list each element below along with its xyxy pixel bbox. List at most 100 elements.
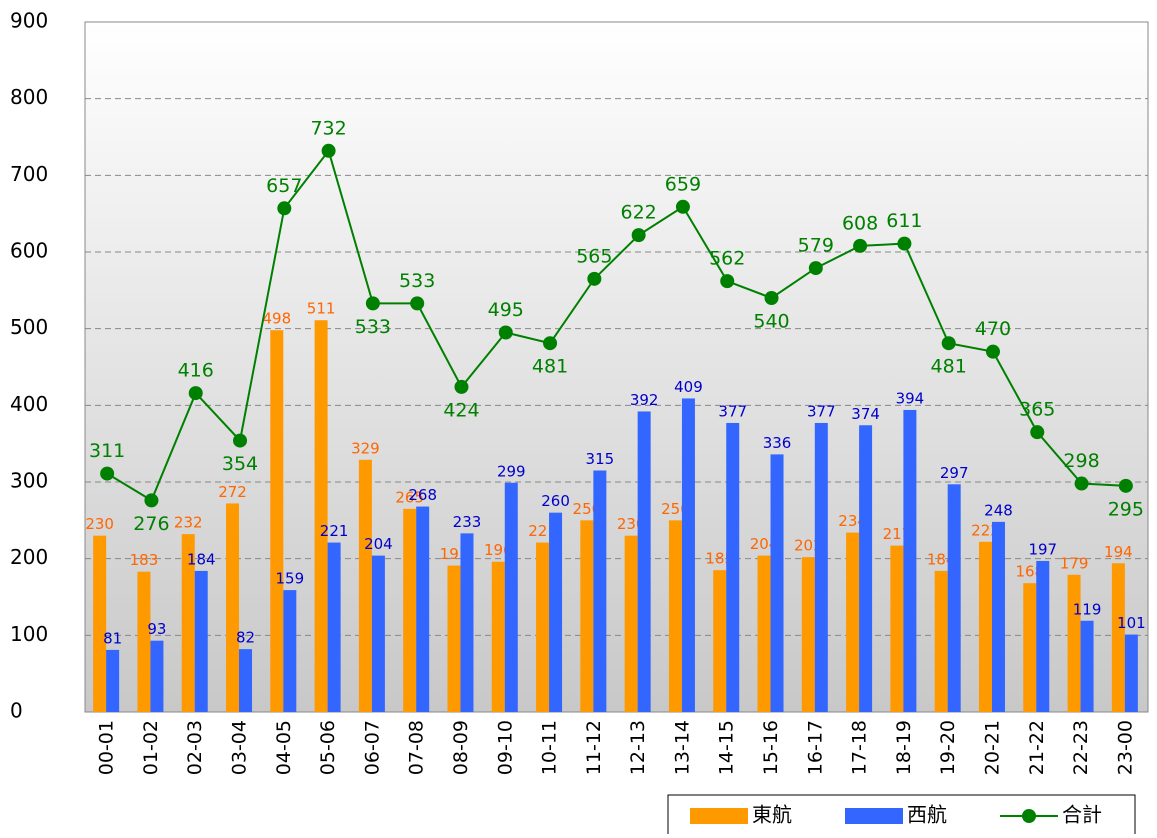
bar: [637, 411, 651, 712]
total-value-label: 533: [399, 270, 435, 292]
total-value-label: 579: [798, 235, 834, 257]
bar: [713, 570, 727, 712]
bar-value-label: 511: [307, 300, 336, 318]
bar-value-label: 119: [1073, 600, 1102, 618]
bar-value-label: 409: [674, 378, 703, 396]
bar-value-label: 93: [147, 620, 166, 638]
x-tick-label: 17-18: [849, 720, 871, 775]
bar: [358, 459, 372, 712]
total-point: [1118, 478, 1133, 493]
x-tick-label: 10-11: [539, 720, 561, 775]
total-point: [675, 199, 690, 214]
bar: [491, 561, 505, 712]
total-value-label: 608: [842, 212, 878, 234]
x-tick-label: 16-17: [804, 720, 826, 775]
total-point: [941, 336, 956, 351]
bar-value-label: 82: [236, 629, 255, 647]
total-point: [1030, 425, 1045, 440]
bar-value-label: 377: [807, 402, 836, 420]
bar-value-label: 197: [1028, 540, 1057, 558]
bar: [1067, 574, 1081, 712]
bar-value-label: 184: [187, 550, 216, 568]
bar-value-label: 394: [896, 389, 925, 407]
bar-value-label: 230: [85, 515, 114, 533]
legend-label: 合計: [1062, 803, 1102, 827]
bar: [593, 470, 607, 712]
plot-area: [84, 21, 1149, 713]
total-value-label: 276: [133, 513, 169, 535]
x-tick-label: 07-08: [406, 720, 428, 775]
total-point: [1074, 476, 1089, 491]
total-point: [410, 296, 425, 311]
bar: [1080, 620, 1094, 712]
bar: [314, 320, 328, 712]
bar-value-label: 272: [218, 483, 247, 501]
bar: [890, 545, 904, 712]
bar: [137, 571, 151, 712]
y-tick-label: 200: [10, 545, 48, 569]
total-value-label: 565: [576, 245, 612, 267]
legend-swatch: [690, 808, 748, 824]
bar: [903, 409, 917, 712]
total-line: [106, 148, 1126, 502]
x-tick-label: 05-06: [317, 720, 339, 775]
bar-value-label: 232: [174, 514, 203, 532]
bar: [814, 422, 828, 712]
x-tick-label: 01-02: [140, 720, 162, 775]
bar-value-label: 315: [586, 450, 615, 468]
bar-value-label: 204: [364, 535, 393, 553]
y-tick-label: 400: [10, 392, 48, 416]
total-value-label: 732: [310, 117, 346, 139]
legend: 東航 西航 合計: [667, 794, 1136, 838]
bar: [934, 570, 948, 712]
bar-value-label: 377: [718, 402, 747, 420]
bar-value-label: 297: [940, 464, 969, 482]
total-point: [543, 336, 558, 351]
bar: [106, 649, 120, 712]
bar: [283, 590, 297, 712]
bar: [770, 454, 784, 712]
bar-value-label: 260: [541, 492, 570, 510]
x-tick-label: 04-05: [273, 720, 295, 775]
x-tick-label: 14-15: [716, 720, 738, 775]
total-value-label: 533: [355, 316, 391, 338]
x-tick-label: 09-10: [494, 720, 516, 775]
bar-value-label: 101: [1117, 614, 1146, 632]
y-tick-label: 500: [10, 315, 48, 339]
y-tick-label: 100: [10, 622, 48, 646]
bar: [1124, 634, 1138, 712]
bar: [1036, 560, 1050, 712]
bar-value-label: 194: [1104, 543, 1133, 561]
total-point: [764, 291, 779, 305]
x-tick-label: 06-07: [361, 720, 383, 775]
bar-value-label: 265: [395, 488, 424, 506]
total-value-label: 416: [178, 360, 214, 382]
legend-label: 東航: [752, 803, 792, 827]
total-point: [188, 386, 203, 401]
total-point: [985, 344, 1000, 359]
total-point: [365, 296, 380, 311]
bar: [270, 330, 284, 712]
total-value-label: 495: [488, 299, 524, 321]
bar: [403, 508, 417, 712]
bar: [504, 482, 518, 712]
bar: [668, 520, 682, 712]
bar-value-label: 179: [1060, 554, 1089, 572]
bar: [726, 422, 740, 712]
x-tick-label: 18-19: [893, 720, 915, 775]
x-tick-label: 20-21: [981, 720, 1003, 775]
bar: [239, 649, 253, 712]
total-point: [897, 236, 912, 251]
total-point: [853, 238, 868, 253]
bar: [681, 398, 695, 712]
bar: [181, 534, 195, 712]
x-tick-label: 19-20: [937, 720, 959, 775]
x-tick-label: 02-03: [184, 720, 206, 775]
total-value-label: 311: [89, 440, 125, 462]
x-tick-label: 22-23: [1070, 720, 1092, 775]
bar-value-label: 183: [130, 551, 159, 569]
total-value-label: 354: [222, 453, 258, 475]
total-point: [631, 228, 646, 243]
total-point: [454, 379, 469, 394]
